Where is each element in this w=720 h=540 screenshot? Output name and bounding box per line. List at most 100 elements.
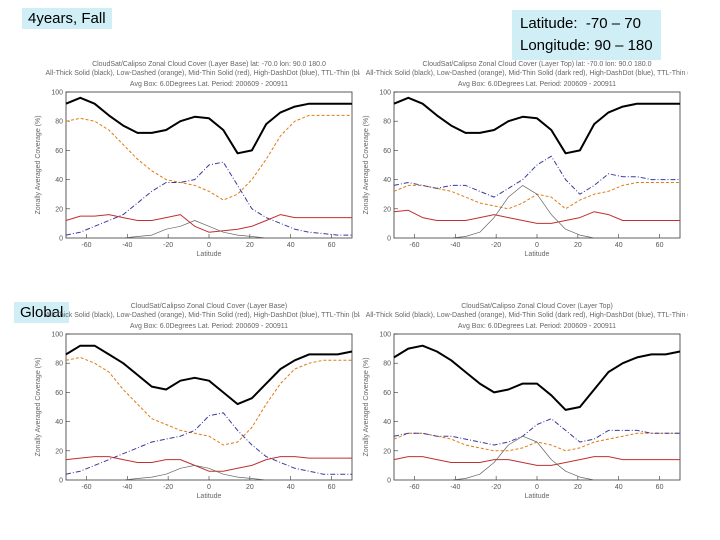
y-tick-label: 60 (383, 390, 391, 397)
chart-period: Avg Box: 6.0Degrees Lat. Period: 200609 … (130, 81, 288, 88)
y-tick-label: 40 (55, 177, 63, 184)
chart-title: CloudSat/Calipso Zonal Cloud Cover (Laye… (92, 61, 326, 68)
x-tick-label: 0 (535, 242, 539, 249)
series-line-4 (66, 465, 352, 481)
series-line-0 (393, 344, 681, 411)
chart-svg: CloudSat/Calipso Zonal Cloud Cover (Laye… (35, 61, 360, 258)
region-latitude: Latitude: -70 – 70 (520, 15, 641, 32)
x-tick-label: -20 (163, 484, 173, 491)
plot-frame (393, 333, 681, 481)
x-tick-label: 20 (246, 484, 254, 491)
chart-title: CloudSat/Calipso Zonal Cloud Cover (Laye… (422, 61, 651, 68)
x-tick-label: 0 (207, 484, 211, 491)
series-line-2 (393, 155, 680, 198)
chart-regional-base: CloudSat/Calipso Zonal Cloud Cover (Laye… (30, 58, 360, 270)
x-tick-label: 20 (574, 242, 582, 249)
y-axis-label: Zonally Averaged Coverage (%) (35, 357, 42, 456)
chart-subtitle: All-Thick Solid (black), Low-Dashed (ora… (366, 312, 688, 319)
y-tick-label: 40 (383, 177, 391, 184)
x-axis-label: Latitude (525, 251, 550, 258)
y-tick-label: 80 (55, 119, 63, 126)
x-tick-label: 60 (328, 484, 336, 491)
x-axis-label: Latitude (197, 251, 222, 258)
y-tick-label: 60 (55, 148, 63, 155)
x-tick-label: 0 (207, 242, 211, 249)
x-tick-label: 20 (246, 242, 254, 249)
chart-subtitle: All-Thick Solid (black), Low-Dashed (ora… (45, 312, 360, 319)
x-tick-label: 60 (656, 242, 664, 249)
series-line-3 (65, 214, 352, 233)
series-line-2 (65, 412, 352, 475)
y-tick-label: 100 (379, 90, 391, 97)
y-axis-label: Zonally Averaged Coverage (%) (363, 115, 370, 214)
y-tick-label: 40 (383, 419, 391, 426)
y-tick-label: 60 (383, 148, 391, 155)
x-tick-label: 0 (535, 484, 539, 491)
y-tick-label: 80 (383, 361, 391, 368)
y-tick-label: 100 (51, 90, 63, 97)
x-tick-label: 40 (615, 242, 623, 249)
chart-title: CloudSat/Calipso Zonal Cloud Cover (Laye… (131, 303, 287, 310)
series-line-4 (394, 435, 680, 481)
x-tick-label: 40 (287, 484, 295, 491)
x-tick-label: 60 (656, 484, 664, 491)
y-tick-label: 100 (51, 332, 63, 339)
y-tick-label: 20 (55, 448, 63, 455)
x-tick-label: 40 (287, 242, 295, 249)
x-tick-label: -60 (81, 484, 91, 491)
y-tick-label: 80 (55, 361, 63, 368)
y-tick-label: 40 (55, 419, 63, 426)
y-tick-label: 100 (379, 332, 391, 339)
chart-svg: CloudSat/Calipso Zonal Cloud Cover (Laye… (363, 61, 688, 258)
y-tick-label: 20 (383, 448, 391, 455)
chart-global-top: CloudSat/Calipso Zonal Cloud Cover (Laye… (358, 300, 688, 512)
x-tick-label: -60 (81, 242, 91, 249)
y-tick-label: 20 (383, 206, 391, 213)
chart-period: Avg Box: 6.0Degrees Lat. Period: 200609 … (130, 323, 288, 330)
region-box: Latitude: -70 – 70 Longitude: 90 – 180 (512, 10, 661, 60)
x-axis-label: Latitude (525, 493, 550, 500)
series-line-1 (65, 356, 352, 446)
chart-subtitle: All-Thick Solid (black), Low-Dashed (ora… (366, 70, 688, 77)
y-tick-label: 0 (387, 478, 391, 485)
x-tick-label: -40 (450, 242, 460, 249)
series-line-4 (394, 185, 680, 239)
y-tick-label: 0 (59, 478, 63, 485)
series-line-0 (65, 96, 352, 155)
series-line-0 (65, 344, 353, 406)
chart-svg: CloudSat/Calipso Zonal Cloud Cover (Laye… (35, 303, 360, 500)
x-tick-label: 40 (615, 484, 623, 491)
x-tick-label: -60 (409, 484, 419, 491)
region-longitude: Longitude: 90 – 180 (520, 37, 653, 54)
series-line-4 (66, 220, 352, 239)
y-tick-label: 20 (55, 206, 63, 213)
y-axis-label: Zonally Averaged Coverage (%) (363, 357, 370, 456)
x-tick-label: -20 (491, 484, 501, 491)
series-line-3 (393, 456, 680, 466)
x-tick-label: -40 (122, 242, 132, 249)
x-tick-label: 20 (574, 484, 582, 491)
series-line-3 (65, 456, 352, 472)
chart-period: Avg Box: 6.0Degrees Lat. Period: 200609 … (458, 81, 616, 88)
label-global: Global (14, 302, 70, 323)
y-tick-label: 0 (59, 236, 63, 243)
series-line-2 (65, 161, 352, 236)
x-tick-label: -20 (163, 242, 173, 249)
x-tick-label: 60 (328, 242, 336, 249)
chart-subtitle: All-Thick Solid (black), Low-Dashed (ora… (45, 70, 360, 77)
title-4years-fall: 4years, Fall (22, 8, 112, 29)
y-tick-label: 0 (387, 236, 391, 243)
x-tick-label: -40 (450, 484, 460, 491)
chart-regional-top: CloudSat/Calipso Zonal Cloud Cover (Laye… (358, 58, 688, 270)
series-line-0 (393, 96, 680, 155)
chart-svg: CloudSat/Calipso Zonal Cloud Cover (Laye… (363, 303, 688, 500)
chart-global-base: CloudSat/Calipso Zonal Cloud Cover (Laye… (30, 300, 360, 512)
x-tick-label: -60 (409, 242, 419, 249)
x-tick-label: -40 (122, 484, 132, 491)
chart-period: Avg Box: 6.0Degrees Lat. Period: 200609 … (458, 323, 616, 330)
series-line-2 (393, 418, 680, 446)
x-tick-label: -20 (491, 242, 501, 249)
series-line-1 (393, 182, 680, 210)
x-axis-label: Latitude (197, 493, 222, 500)
y-tick-label: 80 (383, 119, 391, 126)
